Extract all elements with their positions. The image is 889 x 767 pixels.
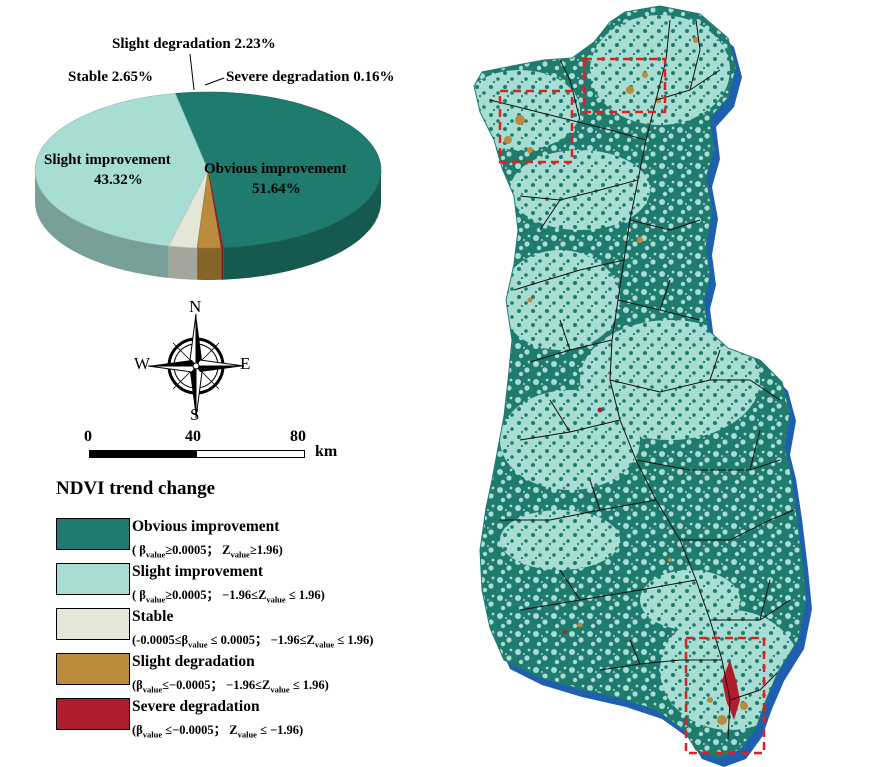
legend-condition-obvious-improvement: ( βvalue≥0.0005； Zvalue≥1.96)	[132, 543, 283, 560]
scalebar-white-segment	[197, 451, 304, 457]
legend-label-slight-improvement: Slight improvement	[132, 563, 264, 580]
map-severe-degradation-patches	[563, 407, 740, 720]
legend-swatch-severe-degradation	[56, 698, 130, 730]
pie-slice-obvious-improvement	[174, 91, 382, 249]
compass-north-label: N	[189, 297, 202, 316]
legend-condition-slight-degradation: (βvalue≤−0.0005； −1.96≤Zvalue ≤ 1.96)	[132, 678, 329, 695]
scalebar-unit: km	[315, 443, 338, 460]
pie-label-obvious-name: Obvious improvement	[204, 161, 347, 177]
compass-rose	[147, 313, 245, 419]
pie-slice-slight-degradation	[196, 169, 222, 249]
pie-label-slight-improvement-name: Slight improvement	[44, 152, 171, 168]
pie-side-slight-degradation	[197, 247, 222, 280]
scalebar-tick-80: 80	[290, 428, 306, 445]
map-box-northwest	[498, 89, 574, 164]
pie-label-obvious-pct: 51.64%	[252, 181, 301, 197]
compass-east-label: E	[240, 354, 251, 373]
map-highlight-boxes	[498, 57, 766, 755]
map-box-north	[582, 57, 667, 114]
scalebar-tick-40: 40	[185, 428, 201, 445]
legend-label-slight-degradation: Slight degradation	[132, 653, 255, 670]
map-ndvi-raster	[474, 6, 806, 758]
map-river-network	[489, 19, 795, 741]
pie-slice-severe-degradation	[207, 169, 224, 249]
pie-slice-stable	[168, 169, 209, 249]
compass-south-label: S	[190, 405, 200, 424]
legend-swatch-obvious-improvement	[56, 518, 130, 550]
pie-side-severe-degradation	[221, 247, 224, 280]
pie-side-obvious-improvement	[223, 171, 381, 280]
compass-cardinal-points	[147, 313, 245, 419]
scalebar-tick-0: 0	[84, 428, 92, 445]
legend-condition-slight-improvement: ( βvalue≥0.0005； −1.96≤Zvalue ≤ 1.96)	[132, 588, 325, 605]
basin-map	[473, 5, 812, 767]
legend-label-stable: Stable	[132, 608, 174, 625]
pie-label-slight-improvement-pct: 43.32%	[94, 172, 143, 188]
legend-swatch-slight-improvement	[56, 563, 130, 595]
pie-leader-lines	[189, 53, 225, 91]
scalebar	[89, 450, 305, 458]
map-degradation-patches	[504, 37, 748, 725]
pie-chart	[34, 91, 382, 280]
pie-side-slight-improvement	[35, 168, 169, 278]
map-box-south	[684, 636, 766, 755]
compass-west-label: W	[134, 354, 151, 373]
map-slight-improvement-areas	[474, 15, 800, 730]
pie-side-stable	[168, 246, 198, 280]
pie-label-stable: Stable 2.65%	[68, 69, 154, 85]
legend-condition-severe-degradation: (βvalue ≤−0.0005； Zvalue ≤ −1.96)	[132, 723, 304, 740]
pie-label-severe-degradation: Severe degradation 0.16%	[226, 69, 395, 85]
legend-swatch-slight-degradation	[56, 653, 130, 685]
pie-slice-slight-improvement	[34, 93, 209, 247]
legend-condition-stable: (-0.0005≤βvalue ≤ 0.0005； −1.96≤Zvalue ≤…	[132, 633, 374, 650]
scalebar-black-segment	[90, 451, 197, 457]
legend-swatch-stable	[56, 608, 130, 640]
legend-label-severe-degradation: Severe degradation	[132, 698, 260, 715]
pie-label-slight-degradation: Slight degradation 2.23%	[112, 36, 276, 52]
legend-label-obvious-improvement: Obvious improvement	[132, 518, 280, 535]
legend-title: NDVI trend change	[56, 478, 216, 499]
